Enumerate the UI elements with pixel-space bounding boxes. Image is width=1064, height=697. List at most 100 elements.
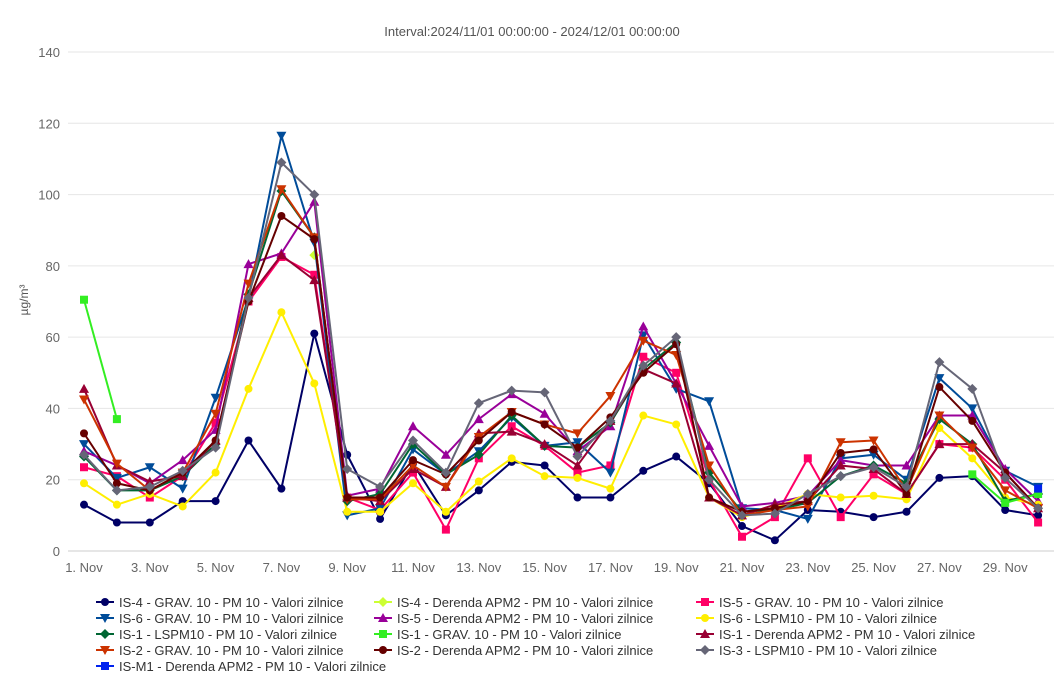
data-point[interactable] [803, 497, 812, 506]
data-point[interactable] [474, 477, 483, 486]
data-point[interactable] [539, 408, 550, 418]
data-point[interactable] [343, 507, 352, 516]
data-point[interactable] [80, 479, 88, 488]
data-point[interactable] [573, 493, 582, 502]
data-point[interactable] [1000, 472, 1011, 483]
data-point[interactable] [934, 357, 945, 368]
data-point[interactable] [277, 308, 286, 317]
data-point[interactable] [342, 464, 353, 475]
data-point[interactable] [376, 514, 385, 523]
data-point[interactable] [672, 420, 681, 429]
data-point[interactable] [672, 452, 681, 461]
data-point[interactable] [835, 460, 846, 470]
data-point[interactable] [935, 383, 944, 392]
data-point[interactable] [343, 493, 352, 502]
data-point[interactable] [605, 415, 616, 426]
data-point[interactable] [1034, 484, 1043, 493]
data-point[interactable] [704, 461, 715, 471]
data-point[interactable] [211, 497, 220, 506]
data-point[interactable] [111, 485, 122, 496]
data-point[interactable] [243, 292, 254, 303]
data-point[interactable] [605, 468, 616, 478]
data-point[interactable] [1001, 506, 1010, 515]
data-point[interactable] [770, 504, 779, 513]
data-point[interactable] [440, 467, 451, 478]
data-point[interactable] [835, 471, 846, 482]
data-point[interactable] [572, 451, 583, 462]
legend-item[interactable]: IS-5 - GRAV. 10 - PM 10 - Valori zilnice [696, 595, 943, 610]
data-point[interactable] [144, 476, 155, 486]
data-point[interactable] [639, 466, 648, 475]
data-point[interactable] [310, 235, 319, 244]
data-point[interactable] [440, 482, 451, 492]
data-point[interactable] [506, 385, 517, 396]
data-point[interactable] [276, 157, 287, 168]
data-point[interactable] [934, 439, 945, 449]
legend-item[interactable]: IS-4 - Derenda APM2 - PM 10 - Valori zil… [374, 595, 653, 610]
data-point[interactable] [276, 250, 287, 260]
data-point[interactable] [211, 418, 220, 427]
data-point[interactable] [869, 470, 878, 479]
legend-item[interactable]: IS-1 - Derenda APM2 - PM 10 - Valori zil… [696, 627, 975, 642]
data-point[interactable] [210, 393, 221, 403]
data-point[interactable] [211, 468, 220, 477]
data-point[interactable] [606, 461, 615, 470]
data-point[interactable] [934, 374, 945, 384]
data-point[interactable] [935, 473, 944, 482]
data-point[interactable] [638, 360, 649, 371]
data-point[interactable] [1000, 486, 1011, 496]
data-point[interactable] [704, 474, 715, 485]
data-point[interactable] [80, 429, 88, 438]
legend-item[interactable]: IS-2 - GRAV. 10 - PM 10 - Valori zilnice [96, 643, 343, 658]
data-point[interactable] [638, 336, 649, 346]
data-point[interactable] [112, 518, 121, 527]
data-point[interactable] [177, 465, 188, 476]
data-point[interactable] [111, 459, 122, 469]
data-point[interactable] [573, 473, 582, 482]
data-point[interactable] [277, 484, 286, 493]
data-point[interactable] [507, 407, 516, 416]
data-point[interactable] [408, 421, 418, 431]
data-point[interactable] [835, 455, 846, 465]
data-point[interactable] [310, 379, 319, 388]
data-point[interactable] [409, 456, 417, 465]
data-point[interactable] [869, 513, 878, 522]
data-point[interactable] [902, 489, 911, 498]
data-point[interactable] [671, 378, 682, 388]
data-point[interactable] [540, 472, 549, 481]
data-point[interactable] [376, 493, 385, 502]
data-point[interactable] [408, 435, 418, 446]
data-point[interactable] [671, 332, 682, 343]
data-point[interactable] [79, 383, 89, 393]
data-point[interactable] [540, 420, 549, 429]
data-point[interactable] [802, 488, 813, 499]
data-point[interactable] [934, 411, 945, 421]
legend-item[interactable]: IS-2 - Derenda APM2 - PM 10 - Valori zil… [374, 643, 653, 658]
data-point[interactable] [473, 449, 484, 460]
data-point[interactable] [573, 468, 582, 477]
data-point[interactable] [869, 445, 878, 454]
data-point[interactable] [309, 189, 320, 200]
data-point[interactable] [112, 415, 121, 424]
legend-item[interactable]: IS-M1 - Derenda APM2 - PM 10 - Valori zi… [96, 659, 386, 674]
data-point[interactable] [145, 518, 154, 527]
data-point[interactable] [441, 525, 450, 534]
data-point[interactable] [672, 368, 681, 377]
data-point[interactable] [79, 440, 89, 450]
data-point[interactable] [210, 442, 221, 453]
data-point[interactable] [705, 493, 714, 502]
legend-item[interactable]: IS-1 - GRAV. 10 - PM 10 - Valori zilnice [374, 627, 621, 642]
data-point[interactable] [1001, 498, 1010, 507]
data-point[interactable] [836, 513, 845, 522]
data-point[interactable] [1034, 518, 1043, 527]
legend-item[interactable]: IS-3 - LSPM10 - PM 10 - Valori zilnice [696, 643, 937, 658]
data-point[interactable] [79, 449, 89, 460]
data-point[interactable] [277, 211, 286, 220]
data-point[interactable] [243, 259, 254, 269]
data-point[interactable] [243, 279, 254, 289]
data-point[interactable] [803, 454, 812, 463]
data-point[interactable] [310, 329, 319, 338]
data-point[interactable] [112, 500, 121, 509]
data-point[interactable] [869, 491, 878, 500]
data-point[interactable] [440, 449, 451, 459]
